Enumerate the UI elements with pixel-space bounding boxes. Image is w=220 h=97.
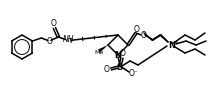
Text: N: N — [169, 41, 176, 49]
Polygon shape — [98, 45, 108, 52]
Text: Me: Me — [94, 49, 103, 55]
Text: O: O — [104, 65, 110, 74]
Text: O: O — [50, 19, 56, 29]
Text: O: O — [129, 69, 135, 78]
Text: NH: NH — [63, 36, 74, 45]
Text: O: O — [134, 25, 140, 33]
Text: O: O — [46, 36, 52, 45]
Text: O: O — [120, 49, 126, 58]
Text: N: N — [114, 51, 121, 59]
Text: +: + — [173, 39, 179, 45]
Text: ⁻: ⁻ — [133, 70, 137, 76]
Text: S: S — [117, 62, 123, 71]
Text: O: O — [141, 30, 147, 39]
